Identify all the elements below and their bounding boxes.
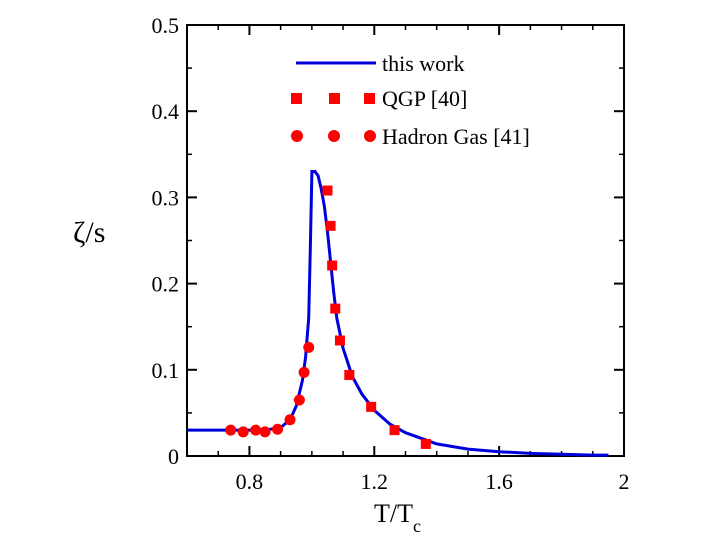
qgp-data-point [389, 425, 400, 436]
series-markers [225, 185, 431, 449]
legend-circle-marker [328, 130, 340, 142]
y-axis-title: ζ/s [73, 216, 105, 249]
y-tick-label: 0.1 [152, 358, 180, 383]
y-tick-label: 0.2 [152, 272, 180, 297]
x-tick-label: 2 [619, 469, 630, 494]
qgp-data-point [344, 369, 355, 380]
hadron-gas-data-point [303, 341, 315, 353]
qgp-data-point [420, 438, 431, 449]
axis-ticks [186, 24, 625, 457]
y-tick-label: 0.3 [152, 185, 180, 210]
y-tick-label: 0.5 [152, 13, 180, 38]
hadron-gas-data-point [250, 424, 262, 436]
y-tick-label: 0 [168, 444, 179, 469]
hadron-gas-data-point [259, 426, 271, 438]
legend-square-marker [364, 93, 375, 104]
x-tick-label: 1.6 [485, 469, 513, 494]
legend-circle-marker [291, 130, 303, 142]
hadron-gas-data-point [298, 366, 310, 378]
qgp-data-point [327, 260, 338, 271]
legend-square-marker [329, 93, 340, 104]
qgp-data-point [330, 303, 341, 314]
qgp-data-point [366, 401, 377, 412]
x-tick-label: 0.8 [236, 469, 264, 494]
x-axis-title-subscript: c [413, 516, 421, 536]
x-tick-label: 1.2 [361, 469, 389, 494]
legend-circle-marker [364, 130, 376, 142]
legend-label-hadron-gas: Hadron Gas [41] [382, 124, 530, 149]
hadron-gas-data-point [225, 424, 237, 436]
tick-labels: 0.8 1.2 1.6 2 0 0.1 0.2 0.3 0.4 0.5 [152, 13, 630, 494]
hadron-gas-data-point [284, 414, 296, 426]
legend-square-marker [291, 93, 302, 104]
qgp-data-point [322, 185, 333, 196]
legend: this work QGP [40] Hadron Gas [41] [291, 51, 530, 149]
hadron-gas-data-point [272, 423, 284, 435]
hadron-gas-data-point [293, 394, 305, 406]
legend-label-this-work: this work [382, 51, 465, 76]
x-axis-title: T/Tc [374, 499, 421, 536]
qgp-data-point [325, 220, 336, 231]
qgp-data-point [334, 335, 345, 346]
hadron-gas-data-point [237, 426, 249, 438]
series-line-this-work [187, 170, 609, 457]
y-tick-label: 0.4 [152, 99, 180, 124]
legend-label-qgp: QGP [40] [382, 86, 467, 111]
